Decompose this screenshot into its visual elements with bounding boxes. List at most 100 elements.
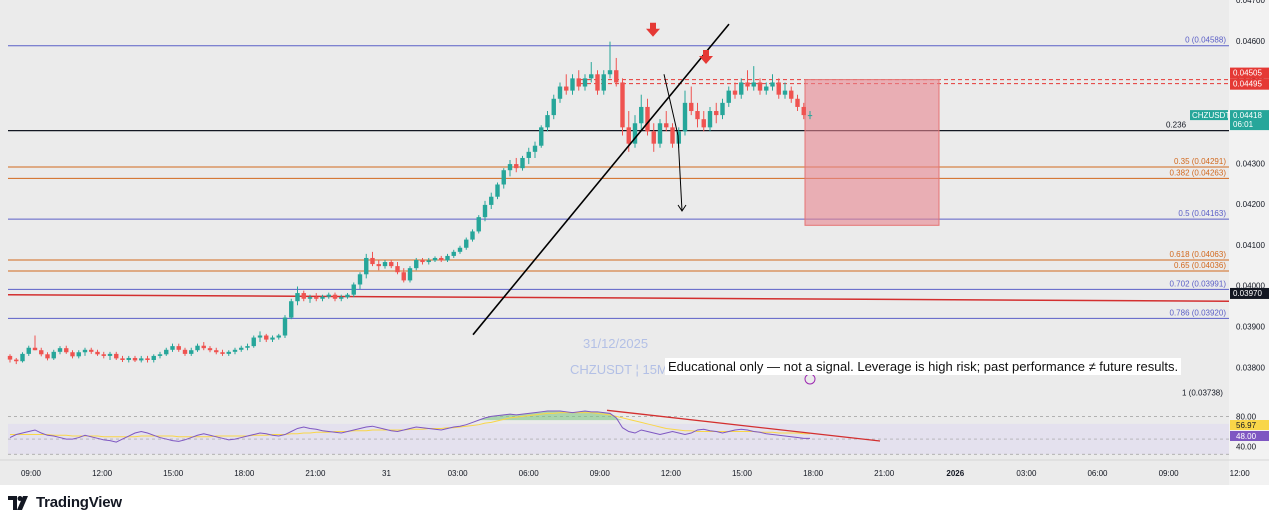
x-axis-tick: 31: [382, 469, 391, 478]
footer-branding: TradingView: [8, 494, 122, 511]
rsi-axis-tick: 80.00: [1236, 412, 1257, 421]
x-axis-tick: 15:00: [732, 469, 753, 478]
candle-body: [370, 257, 375, 265]
candle-body: [570, 78, 575, 91]
rsi-divergence-line: [606, 409, 881, 442]
candle-body: [276, 335, 281, 338]
candle-body: [714, 111, 719, 116]
watermark-date: 31/12/2025: [583, 336, 649, 351]
rsi-line: [9, 410, 810, 443]
y-axis-tick: 0.03800: [1236, 363, 1265, 372]
x-axis-tick: 12:00: [1230, 469, 1251, 478]
candle-body: [257, 335, 263, 338]
candle-body: [495, 184, 500, 197]
chart-area: 0 (0.04588) 0.236 0.35 (0.04291) 0.382 (0.0…: [0, 0, 1269, 485]
price-marker-label: 0.04495: [1233, 80, 1262, 89]
candle-body: [614, 70, 619, 83]
support-line: [7, 293, 1230, 302]
candle-body: [520, 157, 525, 169]
candle-body: [95, 351, 100, 355]
candle-body: [176, 346, 181, 350]
fib-level-label: 0.5 (0.04163): [1178, 209, 1226, 218]
candle-body: [114, 353, 119, 359]
candle-body: [151, 355, 156, 360]
candle-body: [345, 294, 350, 298]
candle-body: [770, 82, 775, 87]
symbol-badge-label: CHZUSDT: [1192, 111, 1230, 120]
candle-body: [39, 350, 44, 355]
candle-body: [439, 257, 444, 261]
candle-body: [576, 78, 581, 87]
candle-body: [451, 251, 456, 256]
y-axis-tick: 0.03900: [1236, 323, 1265, 332]
fib-level-label: 0.618 (0.04063): [1170, 250, 1227, 259]
candle-body: [414, 260, 419, 269]
price-chart[interactable]: 0 (0.04588) 0.236 0.35 (0.04291) 0.382 (0.0…: [0, 0, 1269, 485]
arrow-down-icon: [646, 22, 660, 37]
fib-level-label: 0.236: [1166, 121, 1187, 130]
candle-body: [339, 297, 344, 299]
candle-body: [626, 127, 631, 144]
candle-body: [545, 115, 550, 128]
candle-body: [501, 170, 506, 185]
candle-body: [139, 358, 144, 361]
x-axis-tick: 2026: [946, 469, 964, 478]
candle-body: [7, 355, 13, 360]
candle-body: [89, 349, 94, 352]
candle-body: [32, 347, 38, 351]
countdown-label: 06:01: [1233, 120, 1254, 129]
current-price-label: 0.04418: [1233, 111, 1262, 120]
candle-body: [201, 345, 206, 349]
candle-body: [301, 293, 306, 299]
candle-body: [51, 351, 56, 359]
candle-body: [464, 239, 469, 248]
fib-level-label: 0.65 (0.04036): [1174, 261, 1226, 270]
candle-body: [595, 74, 600, 91]
watermark-pair: CHZUSDT ¦ 15M: [570, 362, 668, 377]
alert-icon: [804, 373, 816, 385]
rsi-overbought-fill: [10, 411, 810, 421]
candle-body: [676, 131, 681, 144]
candle-body: [145, 358, 150, 360]
candle-body: [426, 260, 431, 263]
x-axis-tick: 12:00: [661, 469, 682, 478]
candle-body: [689, 102, 694, 112]
y-axis-tick: 0.04300: [1236, 159, 1265, 168]
rsi-axis-tick: 40.00: [1236, 443, 1257, 452]
x-axis-tick: 06:00: [1087, 469, 1108, 478]
x-axis-tick: 18:00: [234, 469, 255, 478]
y-axis-tick: 0.04600: [1236, 37, 1265, 46]
candle-body: [320, 296, 325, 299]
brand-name: TradingView: [36, 494, 122, 511]
x-axis-tick: 15:00: [163, 469, 184, 478]
candle-body: [739, 82, 744, 95]
candle-body: [332, 294, 338, 299]
disclaimer-banner: Educational only — not a signal. Leverag…: [665, 358, 1182, 375]
candle-body: [557, 86, 563, 99]
price-marker-label: 0.04505: [1233, 69, 1262, 78]
candle-body: [107, 353, 113, 356]
fib-level-label: 0.382 (0.04263): [1170, 168, 1227, 177]
candle-body: [195, 345, 200, 351]
candle-body: [526, 151, 531, 158]
candle-body: [170, 346, 175, 350]
candle-body: [420, 260, 425, 263]
candle-body: [476, 217, 481, 232]
entry-zone: [804, 79, 940, 226]
candle-body: [726, 90, 731, 103]
candle-body: [801, 106, 806, 116]
candle-body: [351, 284, 356, 295]
trendline: [472, 23, 730, 336]
candle-body: [164, 349, 169, 355]
x-axis-tick: 09:00: [590, 469, 611, 478]
candle-body: [232, 349, 238, 352]
candle-body: [732, 90, 738, 95]
candle-body: [639, 106, 644, 124]
fib-level-label: 1 (0.03738): [1182, 389, 1223, 398]
candle-body: [214, 350, 219, 353]
rsi-value-label: 56.97: [1236, 421, 1257, 430]
candle-body: [364, 257, 369, 275]
candle-body: [651, 131, 656, 144]
x-axis-tick: 21:00: [305, 469, 326, 478]
candle-body: [207, 348, 213, 351]
